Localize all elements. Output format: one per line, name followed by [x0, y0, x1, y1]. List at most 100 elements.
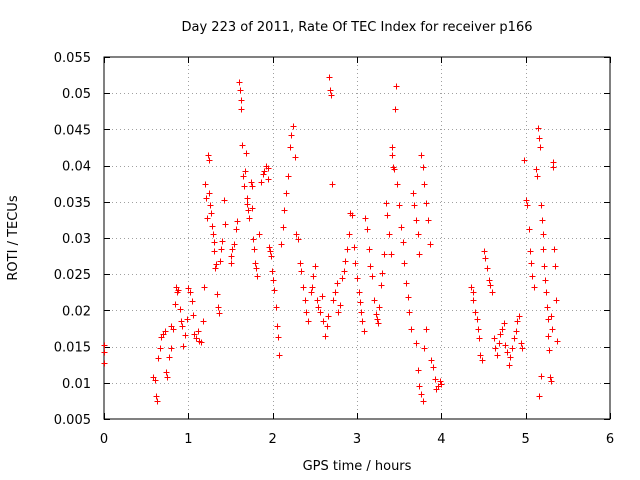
- y-tick-label: 0.03: [62, 232, 91, 247]
- data-point: [184, 316, 191, 323]
- data-point: [303, 309, 310, 316]
- data-point: [319, 293, 326, 300]
- data-point: [238, 97, 245, 104]
- data-point: [415, 367, 422, 374]
- data-point: [552, 263, 559, 270]
- data-point: [324, 323, 331, 330]
- data-point: [425, 217, 432, 224]
- data-point: [526, 226, 533, 233]
- data-point: [479, 357, 486, 364]
- data-point: [241, 183, 248, 190]
- y-tick-label: 0.04: [62, 160, 91, 175]
- data-point: [168, 345, 175, 352]
- data-point: [416, 383, 423, 390]
- y-tick-label: 0.025: [54, 268, 91, 283]
- data-point: [438, 381, 445, 388]
- y-tick-label: 0.005: [54, 413, 91, 428]
- y-axis-label: ROTI / TECUs: [6, 195, 21, 280]
- data-point: [474, 316, 481, 323]
- data-point: [542, 277, 549, 284]
- data-point: [216, 310, 223, 317]
- data-point: [437, 378, 444, 385]
- x-axis-label: GPS time / hours: [303, 459, 412, 474]
- data-point: [231, 241, 238, 248]
- y-tick-label: 0.02: [62, 304, 91, 319]
- data-point: [327, 87, 334, 94]
- data-point: [164, 374, 171, 381]
- data-point: [191, 331, 198, 338]
- data-point: [545, 316, 552, 323]
- data-point: [175, 287, 182, 294]
- data-point: [204, 215, 211, 222]
- data-point: [548, 313, 555, 320]
- data-point: [206, 190, 213, 197]
- data-point: [219, 238, 226, 245]
- data-point: [195, 328, 202, 335]
- data-point: [308, 289, 315, 296]
- data-point: [341, 268, 348, 275]
- data-point: [276, 352, 283, 359]
- x-tick-label: 4: [437, 432, 445, 447]
- data-point: [358, 309, 365, 316]
- data-point: [268, 253, 275, 260]
- data-point: [536, 135, 543, 142]
- data-point: [501, 320, 508, 327]
- data-point: [157, 345, 164, 352]
- data-point: [254, 273, 261, 280]
- data-point: [378, 282, 385, 289]
- data-point: [539, 217, 546, 224]
- data-point: [198, 339, 205, 346]
- data-point: [554, 338, 561, 345]
- data-point: [233, 226, 240, 233]
- data-point: [423, 200, 430, 207]
- data-point: [373, 311, 380, 318]
- data-point: [256, 231, 263, 238]
- data-point: [386, 231, 393, 238]
- data-point: [384, 212, 391, 219]
- data-point: [182, 332, 189, 339]
- data-point: [244, 201, 251, 208]
- data-point: [477, 352, 484, 359]
- data-point: [388, 251, 395, 258]
- data-point: [421, 345, 428, 352]
- data-point: [527, 248, 534, 255]
- data-point: [470, 289, 477, 296]
- data-point: [258, 179, 265, 186]
- data-point: [356, 289, 363, 296]
- data-point: [516, 313, 523, 320]
- data-point: [238, 106, 245, 113]
- data-point: [325, 313, 332, 320]
- data-point: [401, 260, 408, 267]
- data-point: [249, 205, 256, 212]
- data-point: [242, 168, 249, 175]
- data-point: [413, 340, 420, 347]
- data-point: [200, 318, 207, 325]
- data-point: [366, 246, 373, 253]
- data-point: [420, 398, 427, 405]
- data-points: [101, 74, 561, 405]
- data-point: [415, 231, 422, 238]
- data-point: [178, 318, 185, 325]
- data-point: [335, 309, 342, 316]
- data-point: [207, 202, 214, 209]
- data-point: [482, 255, 489, 262]
- data-point: [389, 144, 396, 151]
- data-point: [496, 340, 503, 347]
- data-point: [236, 79, 243, 86]
- data-point: [543, 289, 550, 296]
- data-point: [203, 195, 210, 202]
- data-point: [546, 347, 553, 354]
- data-point: [553, 297, 560, 304]
- data-point: [339, 275, 346, 282]
- data-point: [215, 304, 222, 311]
- data-point: [511, 335, 518, 342]
- data-point: [432, 376, 439, 383]
- data-point: [342, 258, 349, 265]
- data-point: [476, 335, 483, 342]
- data-point: [320, 318, 327, 325]
- data-point: [267, 248, 274, 255]
- data-point: [283, 190, 290, 197]
- data-point: [330, 297, 337, 304]
- data-point: [408, 326, 415, 333]
- data-point: [352, 260, 359, 267]
